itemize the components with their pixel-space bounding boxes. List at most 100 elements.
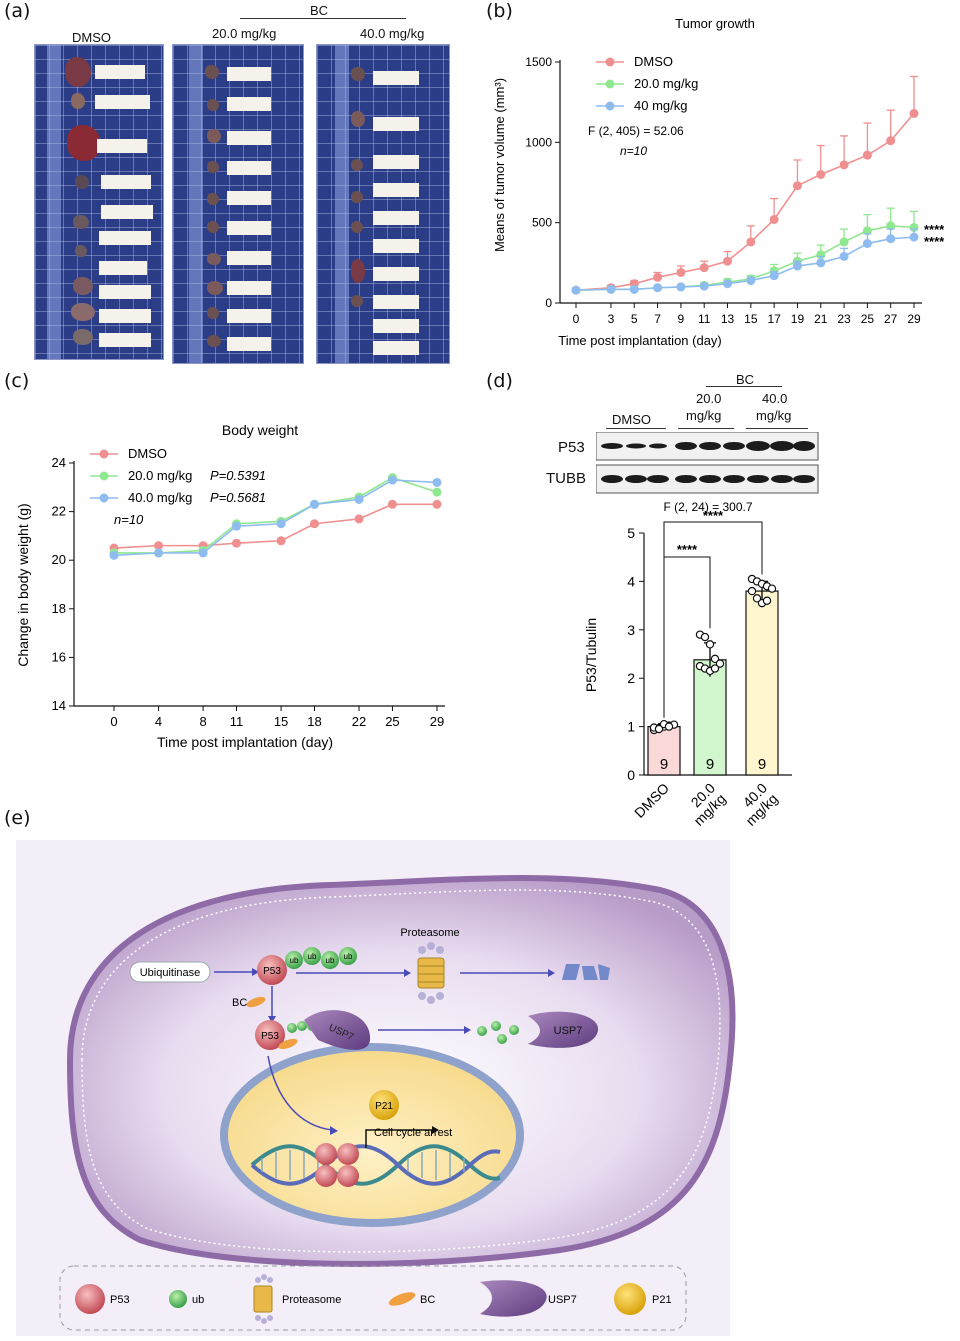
sig-bracket-2 <box>663 521 763 575</box>
bc-group-line <box>240 18 406 19</box>
data-point <box>862 226 872 236</box>
data-point <box>232 538 242 548</box>
y-tick-label: 0 <box>545 296 552 310</box>
data-point <box>792 181 802 191</box>
data-point <box>387 499 397 509</box>
legend-p21: P21 <box>652 1294 672 1306</box>
blot-bc-label: BC <box>736 372 755 387</box>
data-point <box>723 279 733 289</box>
data-point <box>653 272 663 282</box>
data-point <box>792 261 802 271</box>
ub-label-4: ub <box>344 952 353 961</box>
chart-d-stat: F (2, 24) = 300.7 <box>663 500 752 514</box>
data-point <box>909 108 919 118</box>
x-tick-label: 23 <box>837 312 851 326</box>
data-point <box>839 160 849 170</box>
y-tick-label: 1000 <box>525 135 552 149</box>
data-point <box>710 654 720 664</box>
legend-p-value: P=0.5391 <box>210 468 266 483</box>
p53-tubulin-chart: F (2, 24) = 300.7 0 1 2 3 4 5 9 9 9 DMSO 20.0mg/k… <box>583 500 792 829</box>
panel-label-c: (c) <box>4 370 30 392</box>
x-tick-label: 19 <box>791 312 805 326</box>
blot-lane-40-bottom: mg/kg <box>756 408 792 423</box>
chart-b-title: Tumor growth <box>675 16 755 31</box>
ub-molecule <box>303 947 321 965</box>
data-point <box>699 281 709 291</box>
data-point <box>571 285 581 295</box>
legend-swatch-dot <box>99 471 109 481</box>
data-point <box>715 659 725 668</box>
data-point <box>769 271 779 281</box>
p53-tetramer <box>315 1143 359 1187</box>
photo-label-40: 40.0 mg/kg <box>360 26 425 41</box>
x-tick-label: 0 <box>573 312 580 326</box>
sig-label-1: **** <box>677 542 698 557</box>
ub-molecule <box>285 951 303 969</box>
y-tick-label: 14 <box>52 698 66 713</box>
legend-p-value: P=0.5681 <box>210 490 266 505</box>
ub-label-3: ub <box>326 956 335 965</box>
data-point <box>432 499 442 509</box>
data-point <box>747 586 757 596</box>
data-point <box>700 632 710 642</box>
degraded-fragments <box>562 964 610 980</box>
category-label: 40.0mg/kg <box>732 780 781 829</box>
chart-d-ylabel: P53/Tubulin <box>583 618 599 692</box>
sig-bracket-1 <box>663 556 711 718</box>
x-tick-label: 4 <box>155 714 162 729</box>
ubiquitinase-pill <box>129 961 211 983</box>
legend-proteasome: Proteasome <box>282 1294 341 1306</box>
x-tick-label: 21 <box>814 312 828 326</box>
legend-swatch-dot <box>605 79 615 89</box>
blot-lane-20-bottom: mg/kg <box>686 408 722 423</box>
y-tick-label: 1500 <box>525 55 552 69</box>
legend-usp7: USP7 <box>548 1294 577 1306</box>
data-point <box>354 514 364 524</box>
chart-c-n: n=10 <box>114 512 144 527</box>
dna-helix <box>250 1144 501 1186</box>
legend-label: 20.0 mg/kg <box>128 468 192 483</box>
y-tick-label: 500 <box>532 216 552 230</box>
y-tick-label: 18 <box>52 601 66 616</box>
data-point <box>276 519 286 529</box>
y-tick-label: 2 <box>627 670 635 686</box>
bar-n-label: 9 <box>758 756 766 773</box>
data-point <box>232 521 242 531</box>
p53-label-2: P53 <box>261 1031 279 1042</box>
blot-row-tubb: TUBB <box>546 470 587 487</box>
chart-b-xlabel: Time post implantation (day) <box>558 333 722 348</box>
chart-b-n: n=10 <box>620 144 647 158</box>
ubiquitinase-label: Ubiquitinase <box>140 967 201 979</box>
data-point <box>862 239 872 249</box>
data-point <box>746 276 756 286</box>
legend-label: DMSO <box>634 54 673 69</box>
data-point <box>109 550 119 560</box>
x-tick-label: 27 <box>884 312 898 326</box>
data-point <box>762 596 772 605</box>
tumor-photo-dmso <box>34 44 164 360</box>
ub-label-2: ub <box>308 952 317 961</box>
x-tick-label: 5 <box>631 312 638 326</box>
tumor-growth-chart: Tumor growth 0 500 1000 1500 0 3 5 7 9 11 13 15 17 19… <box>492 16 945 348</box>
legend-label: 20.0 mg/kg <box>634 76 698 91</box>
data-point <box>676 267 686 277</box>
data-point <box>676 282 686 292</box>
data-point <box>387 475 397 485</box>
data-point <box>309 499 319 509</box>
data-point <box>154 541 164 551</box>
photo-label-20: 20.0 mg/kg <box>212 26 277 41</box>
legend-label: 40.0 mg/kg <box>128 490 192 505</box>
legend-swatch-dot <box>605 101 615 111</box>
data-point <box>767 584 777 593</box>
legend-label: 40 mg/kg <box>634 98 687 113</box>
y-tick-label: 22 <box>52 504 66 519</box>
blot-lane-40-top: 40.0 <box>762 391 788 406</box>
data-point <box>886 221 896 231</box>
mechanism-diagram: Ubiquitinase P53 ub ub ub ub Proteasome … <box>16 840 736 1336</box>
data-point <box>154 548 164 558</box>
data-point <box>816 169 826 179</box>
cell-cycle-label: Cell cycle arrest <box>374 1127 452 1139</box>
p21-molecule <box>369 1090 399 1120</box>
tumor-photo-20 <box>172 44 304 364</box>
